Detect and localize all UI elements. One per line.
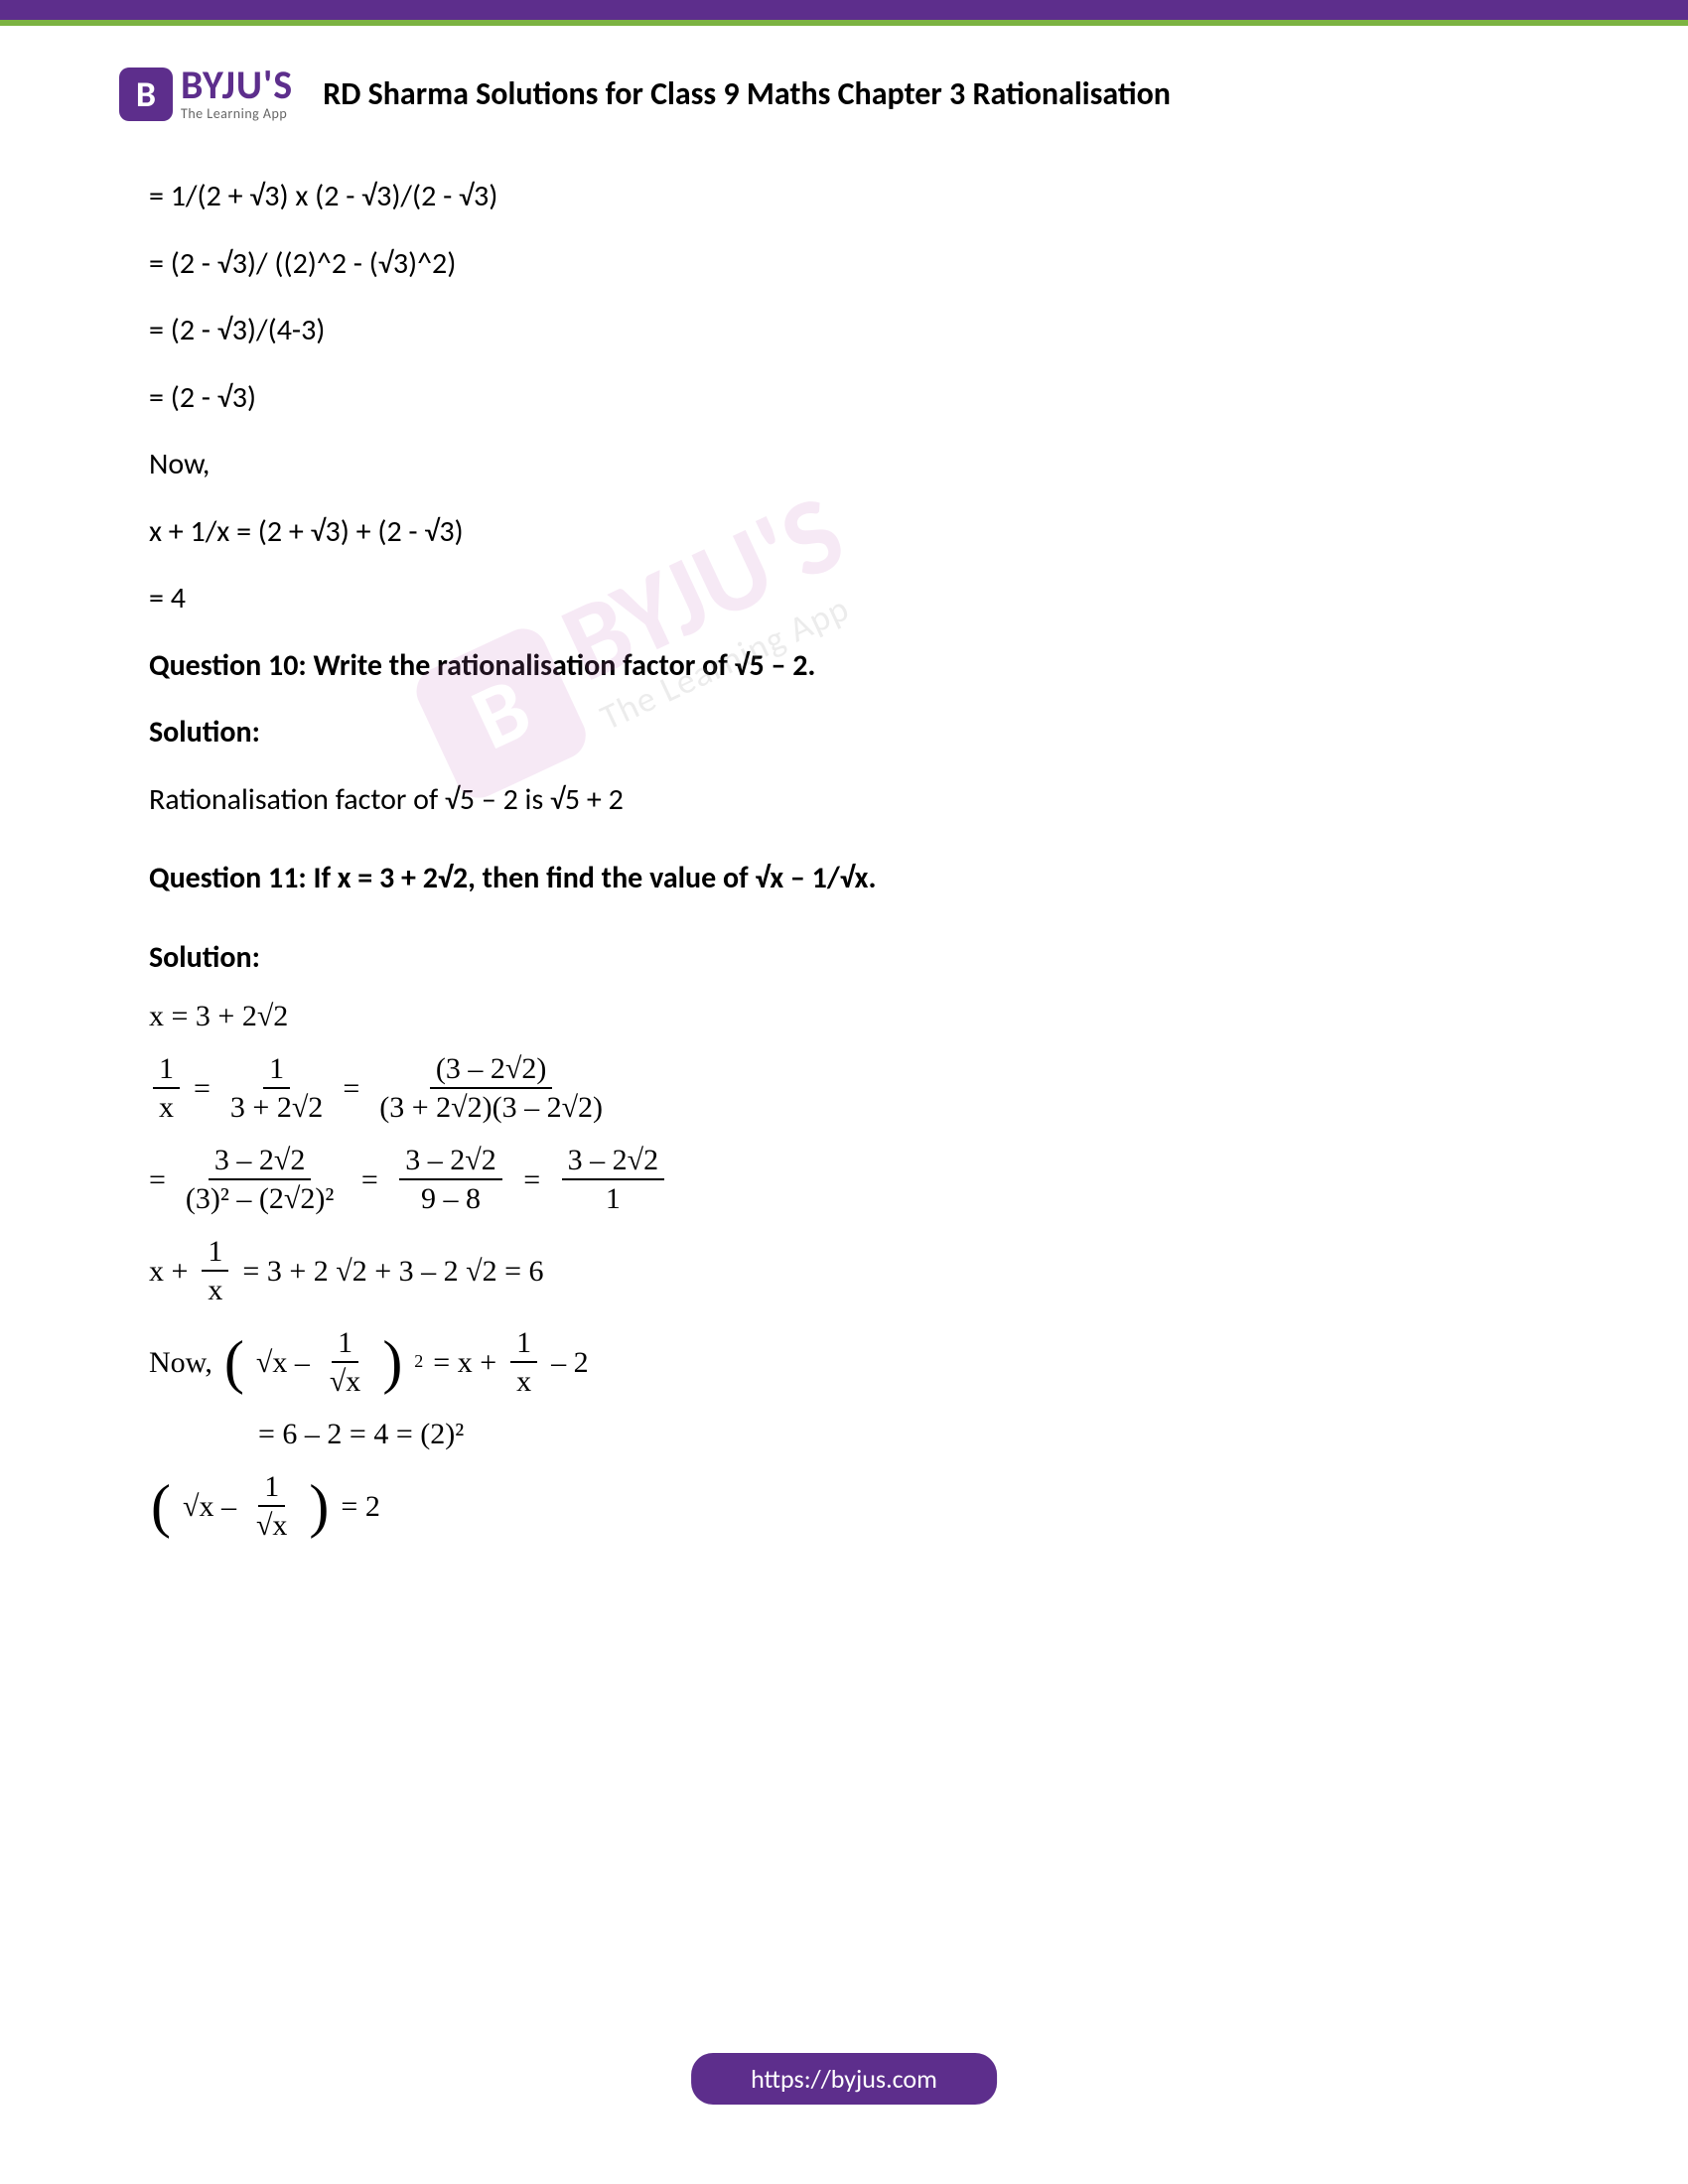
calc-line: Now, (149, 440, 1539, 489)
question-10: Question 10: Write the rationalisation f… (149, 641, 1539, 691)
brand-name: BYJU'S (181, 66, 293, 105)
q10-answer: Rationalisation factor of √5 – 2 is √5 +… (149, 775, 1539, 825)
math-line: ( √x – 1√x ) = 2 (149, 1470, 1539, 1542)
math-line: x + 1x = 3 + 2 √2 + 3 – 2 √2 = 6 (149, 1235, 1539, 1306)
calc-line: = (2 - √3) (149, 373, 1539, 423)
page-title: RD Sharma Solutions for Class 9 Maths Ch… (323, 74, 1569, 113)
math-line: = 6 – 2 = 4 = (2)² (258, 1418, 1539, 1450)
calc-line: = 1/(2 + √3) x (2 - √3)/(2 - √3) (149, 172, 1539, 221)
page-header: B BYJU'S The Learning App RD Sharma Solu… (0, 26, 1688, 152)
math-line: Now, ( √x – 1√x )2 = x + 1x – 2 (149, 1326, 1539, 1398)
calc-line: = (2 - √3)/ ((2)^2 - (√3)^2) (149, 239, 1539, 289)
brand-tagline: The Learning App (181, 105, 293, 122)
math-line: 1x = 13 + 2√2 = (3 – 2√2)(3 + 2√2)(3 – 2… (149, 1052, 1539, 1124)
math-workings: x = 3 + 2√2 1x = 13 + 2√2 = (3 – 2√2)(3 … (149, 1000, 1539, 1542)
calc-line: = 4 (149, 574, 1539, 623)
document-content: B BYJU'S The Learning App = 1/(2 + √3) x… (0, 152, 1688, 1542)
question-11: Question 11: If x = 3 + 2√2, then find t… (149, 854, 1539, 903)
solution-label: Solution: (149, 714, 260, 751)
top-purple-bar (0, 0, 1688, 20)
calc-line: x + 1/x = (2 + √3) + (2 - √3) (149, 507, 1539, 557)
math-line: x = 3 + 2√2 (149, 1000, 1539, 1032)
footer-url[interactable]: https://byjus.com (691, 2053, 997, 2105)
math-line: = 3 – 2√2(3)² – (2√2)² = 3 – 2√29 – 8 = … (149, 1144, 1539, 1215)
calc-line: = (2 - √3)/(4-3) (149, 306, 1539, 355)
solution-label: Solution: (149, 939, 260, 976)
brand-logo: B BYJU'S The Learning App (119, 66, 293, 122)
logo-badge-icon: B (119, 68, 173, 121)
